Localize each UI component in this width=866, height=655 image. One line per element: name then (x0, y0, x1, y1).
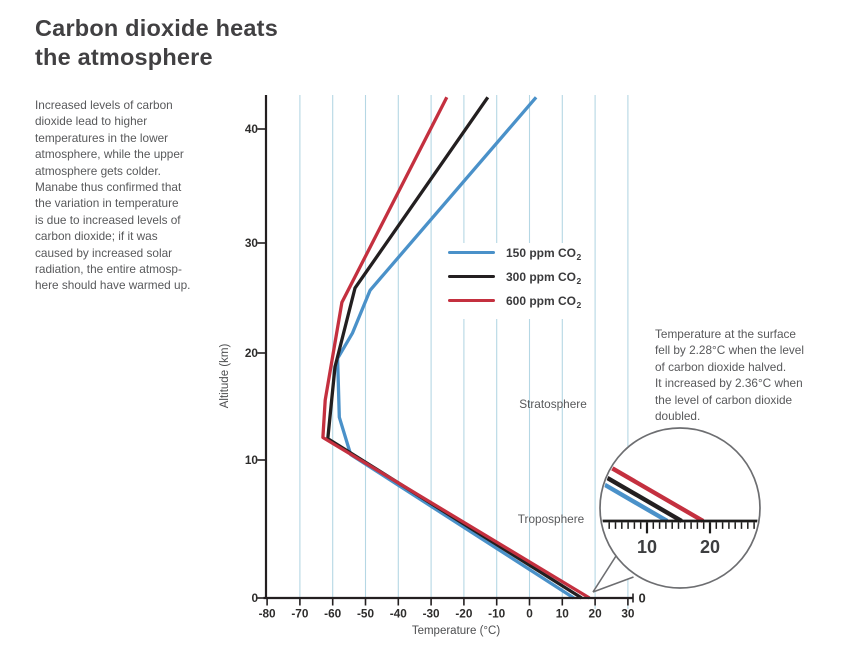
y-tick-label: 0 (251, 591, 258, 605)
intro-text-line: Manabe thus confirmed that (35, 180, 182, 195)
legend-swatch-600-ppm-co2 (448, 298, 495, 303)
intro-text-line: atmosphere, while the upper (35, 147, 184, 162)
x-tick-label: -60 (324, 607, 341, 621)
note-line: fell by 2.28°C when the level (655, 343, 804, 358)
intro-text-line: carbon dioxide; if it was (35, 229, 158, 244)
inset-pointer-edge (592, 555, 617, 593)
x-tick-label: -50 (357, 607, 374, 621)
annotation-stratosphere: Stratosphere (519, 397, 587, 411)
y-tick-label: 40 (245, 122, 259, 136)
y-tick-label: 30 (245, 236, 259, 250)
x-tick-label: -80 (259, 607, 276, 621)
x-tick-label: -40 (390, 607, 407, 621)
legend-label-600-ppm-co2: 600 ppm CO2 (506, 293, 582, 310)
x-tick-label: 0 (526, 607, 533, 621)
intro-text-line: temperatures in the lower (35, 130, 169, 145)
y-tick-label: 10 (245, 453, 259, 467)
x-tick-label: -70 (291, 607, 308, 621)
note-line: It increased by 2.36°C when (655, 376, 803, 391)
y-tick-label: 20 (245, 346, 259, 360)
annotation-troposphere: Troposphere (517, 512, 585, 526)
intro-text-line: radiation, the entire atmosp- (35, 262, 182, 277)
note-line: doubled. (655, 409, 701, 424)
note-line: of carbon dioxide halved. (655, 359, 787, 374)
x-axis-title: Temperature (°C) (412, 625, 500, 637)
intro-text-line: is due to increased levels of (35, 212, 181, 227)
legend-item-600-ppm-co2: 600 ppm CO2 (448, 293, 582, 310)
legend-label-150-ppm-co2: 150 ppm CO2 (506, 245, 582, 262)
surface-temperature-note: Temperature at the surface fell by 2.28°… (655, 326, 866, 424)
legend: 150 ppm CO2 300 ppm CO2 600 ppm CO2 (446, 243, 588, 319)
note-line: the level of carbon dioxide (655, 392, 793, 407)
figure-title: Carbon dioxide heats the atmosphere (35, 14, 278, 72)
inset-tick-label: 20 (700, 537, 720, 557)
intro-text-line: atmosphere gets colder. (35, 163, 161, 178)
intro-text-line: the variation in temperature (35, 196, 179, 211)
legend-label-subscript: 2 (576, 275, 582, 286)
inset-curve-2 (601, 432, 705, 523)
x-tick-label: 10 (556, 607, 570, 621)
intro-text-line: here should have warmed up. (35, 278, 191, 293)
intro-text-line: caused by increased solar (35, 245, 173, 260)
intro-text: Increased levels of carbon dioxide lead … (35, 97, 235, 294)
x-tick-label: 30 (621, 607, 635, 621)
y-axis-title: Altitude (km) (219, 344, 231, 409)
curve-600-ppm-co2 (321, 96, 591, 600)
figure-title-line1: Carbon dioxide heats (35, 15, 278, 41)
figure-title-line2: the atmosphere (35, 44, 213, 70)
inset-tick-label: 10 (637, 537, 657, 557)
x-tick-label: -10 (488, 607, 505, 621)
legend-label-subscript: 2 (576, 251, 582, 262)
right-axis-zero-label: 0 (639, 591, 646, 606)
x-tick-label: -30 (423, 607, 440, 621)
legend-label-subscript: 2 (576, 299, 582, 310)
intro-text-line: dioxide lead to higher (35, 114, 148, 129)
legend-item-150-ppm-co2: 150 ppm CO2 (448, 245, 582, 262)
inset-curve-0 (601, 432, 669, 523)
x-tick-label: 20 (589, 607, 603, 621)
legend-label-300-ppm-co2: 300 ppm CO2 (506, 269, 582, 286)
x-tick-label: -20 (455, 607, 472, 621)
legend-swatch-300-ppm-co2 (448, 274, 495, 279)
inset-pointer-edge (592, 576, 634, 593)
legend-item-300-ppm-co2: 300 ppm CO2 (448, 269, 582, 286)
note-line: Temperature at the surface (655, 327, 796, 341)
legend-swatch-150-ppm-co2 (448, 250, 495, 255)
intro-text-line: Increased levels of carbon (35, 98, 173, 112)
